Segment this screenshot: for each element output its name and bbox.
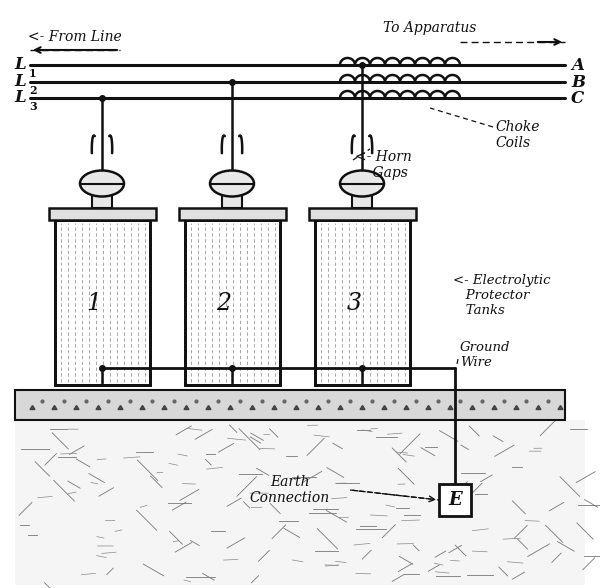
Polygon shape [448, 406, 453, 409]
Polygon shape [492, 406, 497, 409]
Text: 3: 3 [29, 101, 37, 112]
Polygon shape [74, 406, 79, 409]
Text: <- Electrolytic
   Protector
   Tanks: <- Electrolytic Protector Tanks [453, 273, 551, 316]
Polygon shape [360, 406, 365, 409]
Polygon shape [52, 406, 57, 409]
Bar [179, 208, 286, 220]
Text: L: L [14, 55, 26, 72]
Text: 3: 3 [347, 292, 362, 315]
Polygon shape [426, 406, 431, 409]
Text: A: A [571, 56, 584, 74]
Bar [92, 190, 112, 208]
Text: E: E [448, 491, 462, 509]
Polygon shape [118, 406, 123, 409]
Polygon shape [294, 406, 299, 409]
Ellipse shape [210, 171, 254, 196]
Bar [15, 390, 565, 420]
Polygon shape [140, 406, 145, 409]
Polygon shape [96, 406, 101, 409]
Polygon shape [272, 406, 277, 409]
Bar [15, 420, 585, 585]
Text: 1: 1 [29, 68, 37, 79]
Polygon shape [470, 406, 475, 409]
Text: Earth
Connection: Earth Connection [250, 475, 330, 505]
Polygon shape [250, 406, 255, 409]
Text: Ground
Wire: Ground Wire [460, 341, 511, 369]
Bar [439, 484, 471, 516]
Polygon shape [206, 406, 211, 409]
Bar [309, 208, 416, 220]
Bar [315, 220, 410, 385]
Text: 2: 2 [217, 292, 232, 315]
Polygon shape [558, 406, 563, 409]
Text: 2: 2 [29, 85, 37, 96]
Text: L: L [14, 89, 26, 105]
Polygon shape [404, 406, 409, 409]
Bar [55, 220, 150, 385]
Polygon shape [316, 406, 321, 409]
Ellipse shape [80, 171, 124, 196]
Text: To Apparatus: To Apparatus [383, 21, 476, 35]
Polygon shape [228, 406, 233, 409]
Polygon shape [536, 406, 541, 409]
Bar [222, 190, 242, 208]
Text: L: L [14, 72, 26, 89]
Bar [352, 190, 372, 208]
Polygon shape [30, 406, 35, 409]
Bar [185, 220, 280, 385]
Polygon shape [338, 406, 343, 409]
Text: <- From Line: <- From Line [28, 30, 122, 44]
Polygon shape [162, 406, 167, 409]
Polygon shape [382, 406, 387, 409]
Text: Choke
Coils: Choke Coils [495, 120, 539, 150]
Text: <- Horn
    Gaps: <- Horn Gaps [355, 150, 412, 180]
Text: 1: 1 [86, 292, 101, 315]
Text: C: C [571, 89, 584, 106]
Polygon shape [514, 406, 519, 409]
Polygon shape [184, 406, 189, 409]
Bar [49, 208, 156, 220]
Text: B: B [571, 74, 585, 91]
Ellipse shape [340, 171, 384, 196]
